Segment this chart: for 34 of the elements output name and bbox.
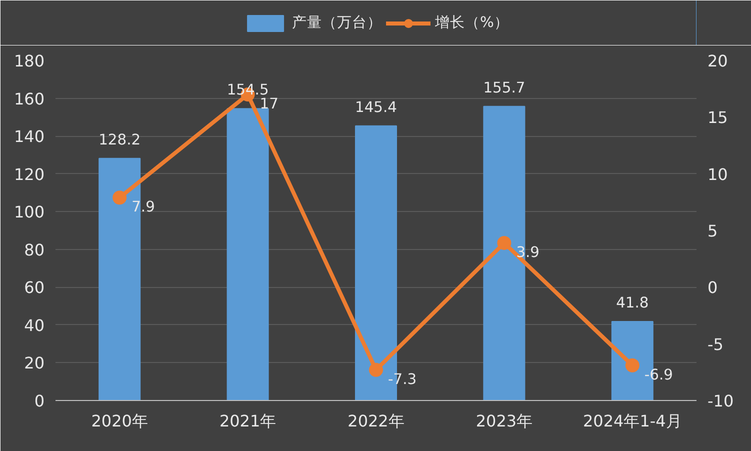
bar: [226, 108, 269, 400]
y2-tick-label: -10: [708, 392, 734, 410]
y-tick-label: 160: [14, 89, 45, 108]
y-tick-label: 20: [24, 354, 44, 373]
point: [625, 358, 640, 372]
y2-tick-label: 10: [708, 164, 728, 184]
data-label: 41.8: [616, 294, 649, 312]
y-tick-label: 0: [34, 392, 45, 410]
y-tick-label: 140: [14, 127, 45, 146]
data-label: 145.4: [355, 98, 397, 116]
point: [497, 236, 512, 250]
y-tick-label: 80: [24, 240, 44, 260]
y-tick-label: 180: [14, 52, 45, 70]
y2-tick-label: 20: [708, 52, 728, 70]
y2-tick-label: 15: [708, 108, 728, 128]
legend-label: 产量（万台）: [292, 13, 382, 32]
x-tick-label: 2021年: [219, 412, 276, 430]
y-tick-label: 40: [24, 316, 44, 335]
data-label: 128.2: [98, 131, 141, 148]
legend-label: 增长（%）: [435, 13, 509, 32]
data-label: 155.7: [483, 79, 526, 96]
point: [369, 362, 383, 377]
y2-tick-label: 5: [708, 222, 718, 240]
y2-tick-label: 0: [708, 278, 718, 298]
x-tick-label: 2024年1-4月: [582, 412, 682, 430]
x-tick-label: 2022年: [348, 412, 404, 430]
y2-tick-label: -5: [708, 334, 724, 354]
x-tick-label: 2020年: [91, 412, 148, 430]
y-tick-label: 120: [14, 164, 45, 184]
point: [112, 190, 127, 205]
x-tick-label: 2023年: [476, 412, 533, 430]
data-label: 17: [260, 96, 278, 112]
y-tick-label: 100: [14, 202, 45, 222]
y-tick-label: 60: [24, 278, 44, 298]
